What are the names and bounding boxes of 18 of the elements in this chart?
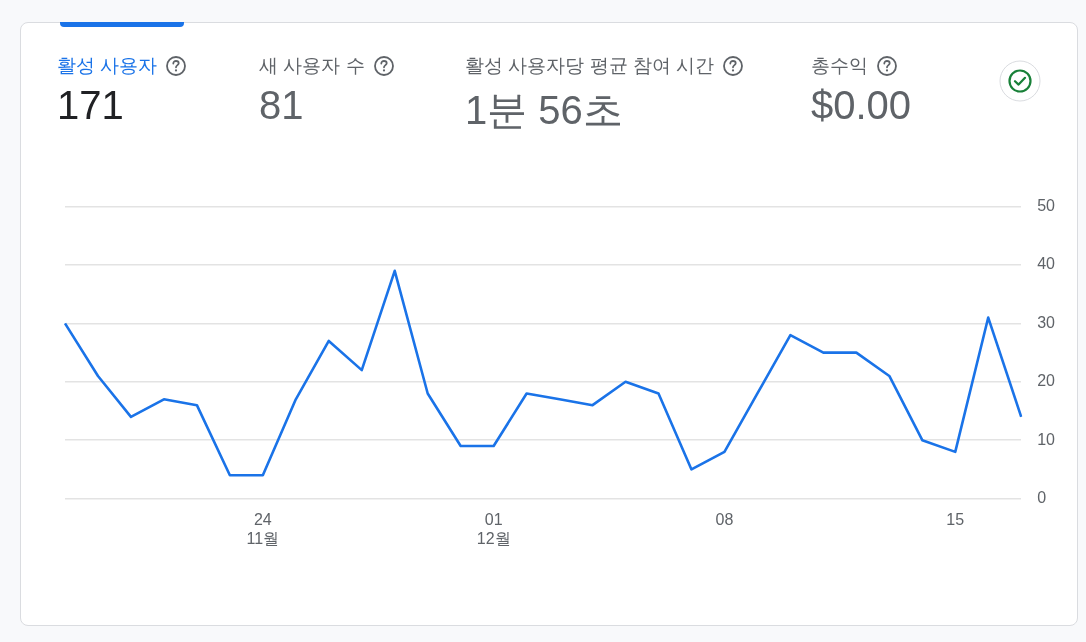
x-tick-label: 15 [946,510,965,528]
text: 81 [259,83,305,128]
y-tick-label: 10 [1037,430,1056,448]
text: 새 사용자 수 [259,54,365,78]
text: 활성 사용자 [57,54,158,78]
text: 1분 56초 [465,87,624,134]
y-tick-label: 30 [1037,313,1056,331]
text: 활성 사용자당 평균 참여 시간 [465,54,715,78]
x-tick-label: 24 11월 [246,510,280,547]
x-tick-label: 01 12월 [476,510,511,547]
text: $0.00 [811,83,912,128]
x-tick-label: 08 [715,510,734,528]
text: 총수익 [811,54,868,78]
text: 171 [57,83,125,128]
y-tick-label: 20 [1037,372,1056,390]
y-tick-label: 50 [1037,197,1056,215]
y-tick-label: 40 [1037,255,1056,273]
y-tick-label: 0 [1037,489,1047,507]
